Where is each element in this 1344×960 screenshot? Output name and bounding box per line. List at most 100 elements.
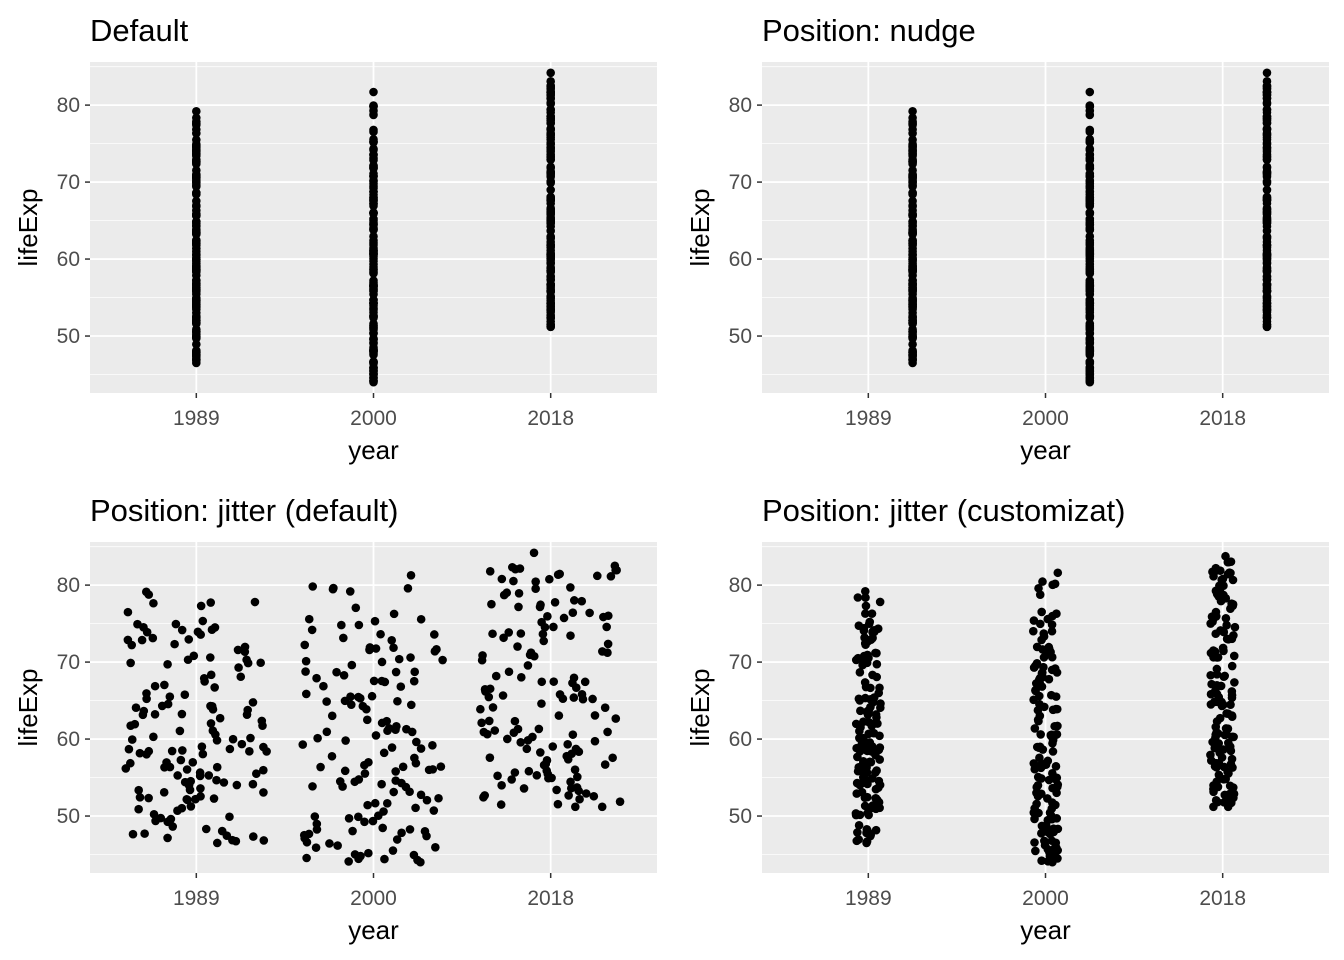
data-point xyxy=(540,622,550,632)
data-point xyxy=(192,240,201,250)
data-point xyxy=(329,583,338,593)
x-tick-label: 2000 xyxy=(1022,407,1069,430)
data-point xyxy=(1037,789,1046,799)
data-point xyxy=(1206,750,1215,760)
data-point xyxy=(872,659,882,669)
data-point xyxy=(1085,208,1095,217)
data-point xyxy=(211,730,220,739)
data-point xyxy=(1226,700,1235,709)
data-point xyxy=(176,755,186,765)
data-point xyxy=(322,727,332,737)
data-point xyxy=(1216,626,1225,635)
data-point xyxy=(394,654,404,664)
data-point xyxy=(498,691,508,700)
data-point xyxy=(546,250,555,259)
data-point xyxy=(503,734,512,744)
data-point xyxy=(523,661,533,670)
data-point xyxy=(603,648,612,658)
data-point xyxy=(861,693,870,703)
data-point xyxy=(377,779,386,789)
data-point xyxy=(908,265,917,275)
data-point xyxy=(369,150,378,160)
data-point xyxy=(908,358,917,368)
data-point xyxy=(369,225,378,234)
data-point xyxy=(577,690,587,699)
data-point xyxy=(1220,730,1230,740)
data-point xyxy=(499,633,508,643)
data-point xyxy=(201,824,211,834)
data-point xyxy=(259,836,269,845)
data-point xyxy=(175,726,185,736)
data-point xyxy=(308,782,317,791)
data-point xyxy=(1262,153,1272,162)
data-point xyxy=(192,209,201,219)
data-point xyxy=(177,709,187,719)
data-point xyxy=(1051,762,1061,771)
data-point xyxy=(1226,604,1235,614)
y-tick-label: 60 xyxy=(57,248,80,271)
data-point xyxy=(150,710,160,719)
data-point xyxy=(611,714,621,723)
data-point xyxy=(124,744,134,754)
data-point xyxy=(603,639,613,649)
data-point xyxy=(389,609,399,619)
data-point xyxy=(243,658,253,668)
data-point xyxy=(493,771,502,781)
data-point xyxy=(188,758,198,767)
data-point xyxy=(240,647,250,657)
data-point xyxy=(1052,609,1061,618)
data-point xyxy=(312,673,321,683)
data-point xyxy=(853,752,862,762)
data-point xyxy=(1085,236,1095,245)
data-point xyxy=(854,621,864,630)
data-point xyxy=(344,813,354,823)
data-point xyxy=(127,640,137,650)
data-point xyxy=(1211,733,1220,742)
data-point xyxy=(1035,753,1044,763)
data-point xyxy=(1222,634,1232,644)
data-point xyxy=(908,106,917,116)
data-point xyxy=(197,742,207,751)
data-point xyxy=(412,737,421,747)
data-point xyxy=(550,597,560,607)
data-point xyxy=(1037,856,1046,866)
data-point xyxy=(597,802,607,812)
data-point xyxy=(301,667,310,676)
data-point xyxy=(1031,661,1040,671)
data-point xyxy=(549,622,558,632)
data-point xyxy=(546,298,555,308)
data-point xyxy=(603,727,612,737)
data-point xyxy=(1222,620,1231,630)
data-point xyxy=(1262,212,1272,222)
data-point xyxy=(1262,138,1272,148)
data-point xyxy=(192,298,201,308)
data-point xyxy=(420,826,430,836)
data-point xyxy=(392,835,402,844)
data-point xyxy=(1210,647,1220,656)
data-point xyxy=(1223,802,1233,812)
data-point xyxy=(403,583,413,593)
data-point xyxy=(569,693,579,702)
data-point xyxy=(532,771,542,780)
data-point xyxy=(192,249,201,259)
data-point xyxy=(123,607,133,617)
data-point xyxy=(410,667,420,677)
data-point xyxy=(570,765,580,774)
y-tick-label: 70 xyxy=(729,651,752,674)
data-point xyxy=(307,625,317,635)
data-point xyxy=(364,848,373,858)
data-point xyxy=(1262,185,1272,195)
data-point xyxy=(1209,572,1218,581)
data-point xyxy=(126,658,135,668)
data-point xyxy=(379,748,389,758)
x-tick-label: 2018 xyxy=(1199,407,1246,430)
data-point xyxy=(867,609,877,618)
data-point xyxy=(365,643,375,652)
data-point xyxy=(1048,857,1057,867)
data-point xyxy=(362,715,372,725)
data-point xyxy=(1040,702,1049,712)
data-point xyxy=(348,826,357,836)
data-point xyxy=(908,298,917,308)
data-point xyxy=(566,583,575,592)
